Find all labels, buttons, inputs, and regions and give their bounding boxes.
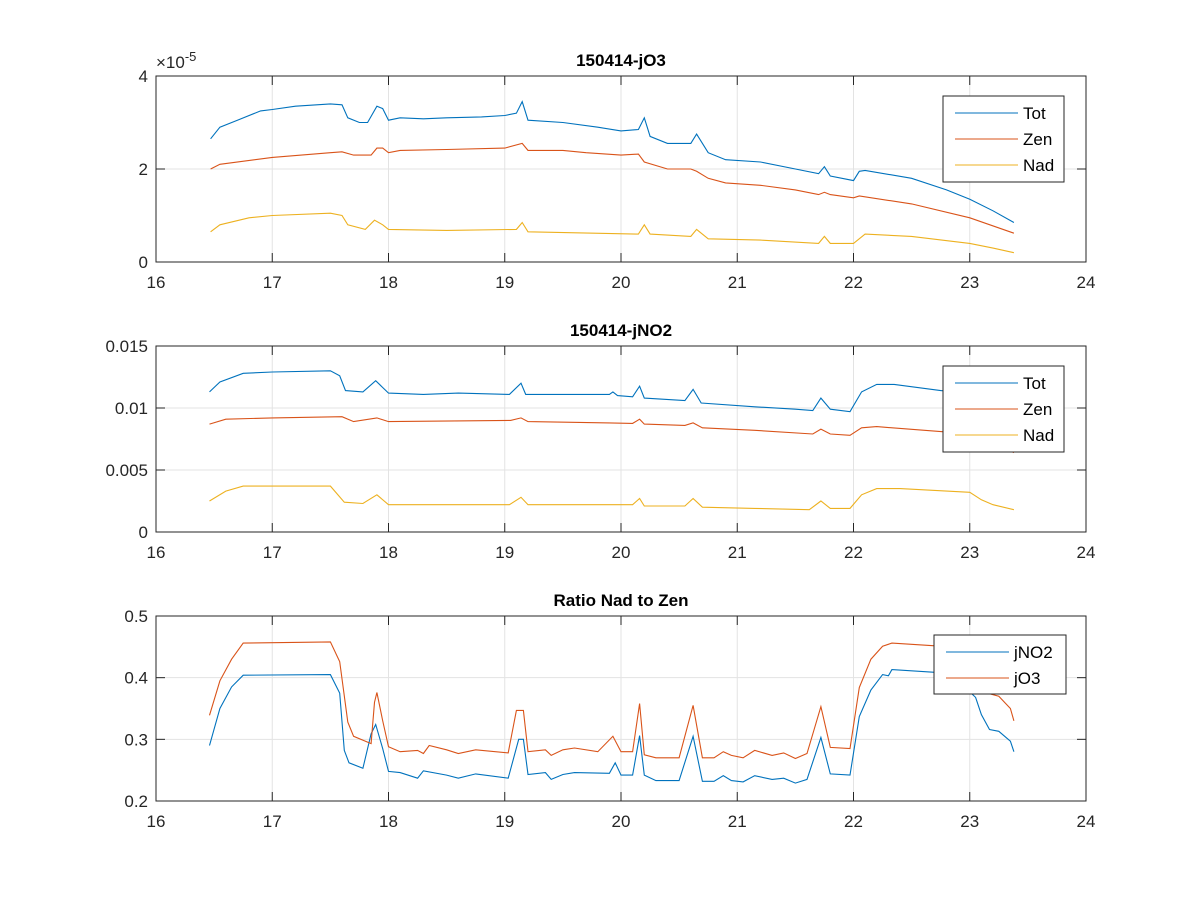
x-tick-label: 23 <box>960 273 979 292</box>
chart-title: 150414-jO3 <box>576 51 666 70</box>
x-tick-label: 19 <box>495 812 514 831</box>
x-tick-label: 20 <box>612 543 631 562</box>
x-tick-label: 16 <box>147 543 166 562</box>
subplot-3: 16 17 18 19 20 21 22 23 24 0.2 0.3 0.4 0.5 Ratio Nad … <box>124 591 1095 831</box>
x-tick-label: 18 <box>379 812 398 831</box>
series-line-tot <box>209 370 1015 430</box>
y-tick-label: 0.4 <box>124 669 148 688</box>
x-tick-label: 19 <box>495 543 514 562</box>
series-line-zen <box>209 416 1015 454</box>
legend-label: jO3 <box>1013 669 1040 688</box>
legend-label: Tot <box>1023 374 1046 393</box>
y-tick-label: 0.015 <box>105 337 148 356</box>
series-line-nad <box>210 212 1015 254</box>
x-tick-label: 17 <box>263 812 282 831</box>
y-tick-label: 0.5 <box>124 607 148 626</box>
y-tick-label: 0 <box>139 253 148 272</box>
y-tick-label: 0.01 <box>115 399 148 418</box>
series-line-jno2 <box>208 669 1015 784</box>
y-tick-label: 2 <box>139 160 148 179</box>
x-tick-label: 17 <box>263 273 282 292</box>
x-tick-label: 20 <box>612 273 631 292</box>
y-tick-label: 4 <box>139 67 148 86</box>
y-tick-label: 0.2 <box>124 792 148 811</box>
legend-label: Nad <box>1023 426 1054 445</box>
series-line-tot <box>210 100 1015 223</box>
exponent-base: ×10 <box>156 53 185 72</box>
x-tick-label: 16 <box>147 812 166 831</box>
chart-title: Ratio Nad to Zen <box>553 591 688 610</box>
x-tick-label: 19 <box>495 273 514 292</box>
series-line-zen <box>210 142 1015 234</box>
x-tick-label: 23 <box>960 543 979 562</box>
axes-box <box>155 75 1087 263</box>
x-tick-label: 24 <box>1077 543 1096 562</box>
legend-label: jNO2 <box>1013 643 1053 662</box>
chart-title: 150414-jNO2 <box>570 321 672 340</box>
legend-label: Zen <box>1023 130 1052 149</box>
series-line-jo3 <box>208 641 1015 760</box>
x-tick-label: 21 <box>728 543 747 562</box>
axes-box <box>155 615 1087 802</box>
exponent-power: -5 <box>185 49 197 64</box>
x-tick-label: 22 <box>844 812 863 831</box>
x-tick-label: 18 <box>379 273 398 292</box>
series-line-nad <box>209 485 1015 511</box>
x-tick-label: 18 <box>379 543 398 562</box>
x-tick-label: 22 <box>844 543 863 562</box>
y-tick-label: 0.3 <box>124 730 148 749</box>
legend: jNO2 jO3 <box>933 634 1067 695</box>
x-tick-label: 20 <box>612 812 631 831</box>
x-tick-label: 17 <box>263 543 282 562</box>
legend-label: Nad <box>1023 156 1054 175</box>
x-tick-label: 16 <box>147 273 166 292</box>
legend-label: Tot <box>1023 104 1046 123</box>
x-tick-label: 24 <box>1077 273 1096 292</box>
y-tick-label: 0.005 <box>105 461 148 480</box>
x-tick-label: 23 <box>960 812 979 831</box>
subplot-1: 16 17 18 19 20 21 22 23 24024150414-jO3×10-5TotZ… <box>139 49 1096 292</box>
legend-label: Zen <box>1023 400 1052 419</box>
y-tick-label: 0 <box>139 523 148 542</box>
x-tick-label: 21 <box>728 812 747 831</box>
subplot-2: 16 17 18 19 20 21 22 23 24 0 0.005 0.01 0.015 150414-… <box>105 321 1095 562</box>
legend-box <box>933 634 1067 695</box>
legend: Tot Zen Nad <box>942 95 1065 183</box>
x-tick-label: 24 <box>1077 812 1096 831</box>
x-tick-label: 21 <box>728 273 747 292</box>
y-exponent-label: ×10-5 <box>156 49 196 72</box>
legend: Tot Zen Nad <box>942 365 1065 453</box>
axes-box <box>155 345 1087 533</box>
x-tick-label: 22 <box>844 273 863 292</box>
